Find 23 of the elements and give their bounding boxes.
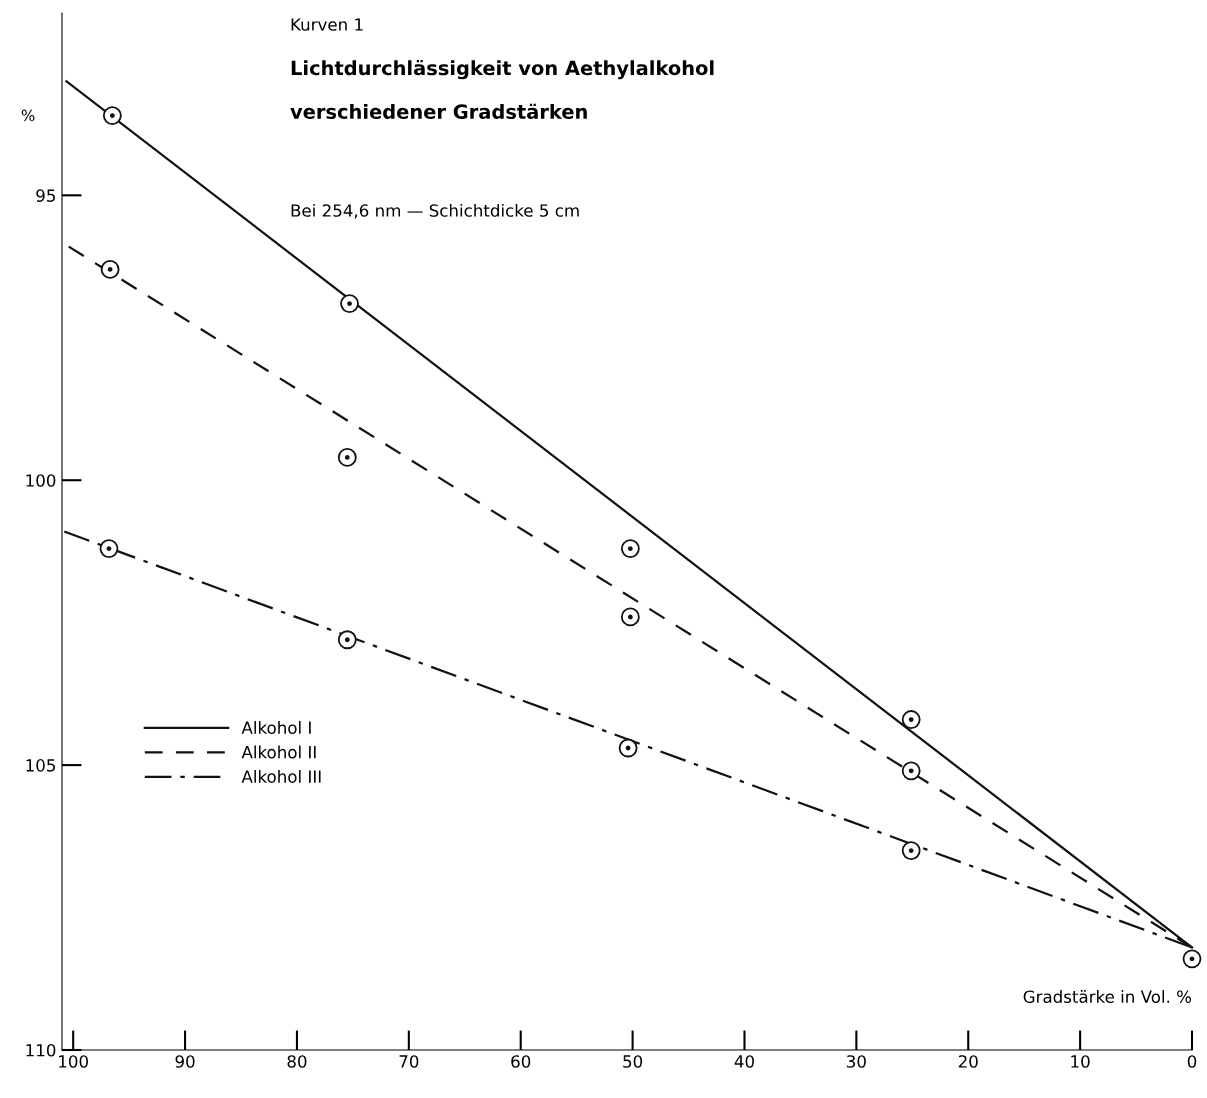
- x-tick-label: 20: [958, 1055, 978, 1068]
- x-tick-label: 80: [287, 1055, 307, 1068]
- chart-title: Lichtdurchlässigkeit von Aethylalkohol verschiedener Gradstärken: [290, 60, 714, 120]
- annotation: Kurven 1: [291, 18, 363, 31]
- x-tick-label: 70: [399, 1055, 419, 1068]
- y-tick-label: 95: [36, 189, 55, 202]
- x-tick-label: 10: [1071, 1055, 1090, 1068]
- x-tick-label: 100: [59, 1055, 88, 1068]
- y-tick-label: 105: [26, 759, 55, 772]
- x-tick-label: 60: [511, 1055, 531, 1068]
- y-tick-label: 100: [26, 474, 56, 487]
- x-tick-label: 0: [1187, 1055, 1197, 1068]
- text: Bei 254,6 nm — Schichtdicke 5 cm: [291, 203, 579, 219]
- x-tick-label: 40: [734, 1055, 754, 1068]
- legend-label: Alkohol III: [241, 769, 321, 783]
- x-tick-label: 30: [847, 1055, 866, 1068]
- y-axis-title: %: [21, 109, 35, 122]
- y-tick-label: 110: [26, 1043, 56, 1057]
- legend-label: Alkohol I: [241, 721, 311, 734]
- x-axis-title: Gradstärke in Vol. %: [1023, 990, 1192, 1003]
- x-tick-label: 50: [623, 1055, 643, 1068]
- legend-label: Alkohol II: [241, 745, 316, 759]
- x-tick-label: 90: [175, 1055, 195, 1068]
